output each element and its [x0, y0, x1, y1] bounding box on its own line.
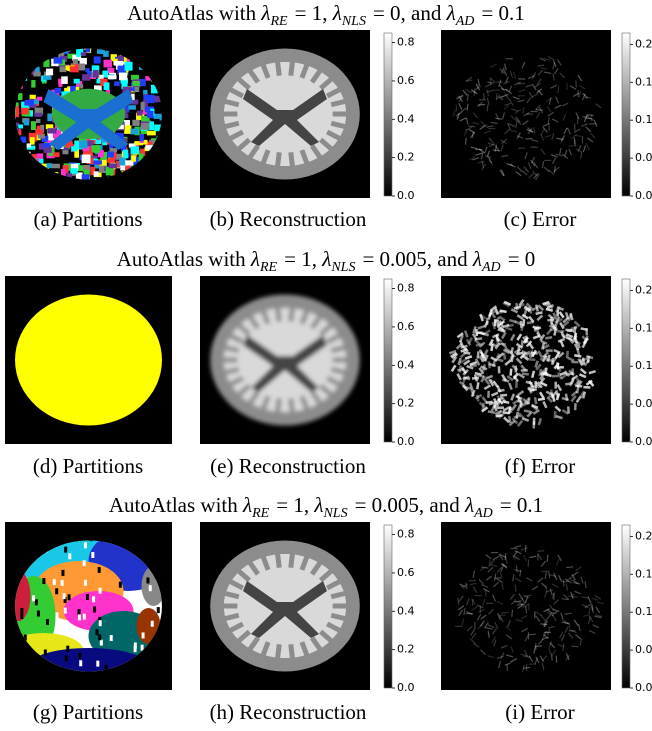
colorbar: [384, 525, 392, 688]
colorbar: [384, 279, 392, 442]
colorbar-label: 0.20: [635, 283, 652, 296]
colorbar-label: 0.4: [397, 604, 415, 617]
colorbar-label: 0.4: [397, 358, 415, 371]
title-subscript: NLS: [322, 506, 347, 521]
colorbar-label: 0.8: [397, 36, 415, 49]
colorbar-label: 0.05: [635, 151, 652, 164]
title-symbol: λ: [446, 1, 456, 25]
title-text: AutoAtlas with: [127, 1, 261, 25]
caption: (g) Partitions: [33, 700, 143, 724]
title-subscript: AD: [473, 506, 493, 521]
colorbar-label: 0.20: [635, 529, 652, 542]
title-text: AutoAtlas with: [109, 493, 243, 517]
title-symbol: λ: [472, 247, 482, 271]
colorbar-label: 0.10: [635, 359, 652, 372]
colorbar-label: 0.2: [397, 643, 415, 656]
colorbar-label: 0.0: [397, 435, 415, 448]
title-text: = 1,: [289, 1, 332, 25]
colorbar-label: 0.00: [635, 189, 652, 202]
caption: (i) Error: [505, 700, 574, 724]
panel: [200, 276, 370, 444]
caption: (a) Partitions: [33, 207, 142, 231]
title-symbol: λ: [464, 493, 474, 517]
title-text: = 1,: [279, 247, 322, 271]
title-text: = 0.1: [476, 1, 525, 25]
caption: (d) Partitions: [33, 454, 143, 478]
colorbar: [622, 33, 630, 196]
colorbar-label: 0.8: [397, 528, 415, 541]
colorbar-label: 0.00: [635, 435, 652, 448]
title-symbol: λ: [250, 247, 260, 271]
caption: (c) Error: [504, 207, 577, 231]
title-symbol: λ: [313, 493, 323, 517]
colorbar-label: 0.20: [635, 37, 652, 50]
title-subscript: RE: [259, 260, 278, 275]
brain-reconstruction: [210, 540, 360, 671]
colorbar: [384, 33, 392, 196]
title-text: AutoAtlas with: [117, 247, 251, 271]
title-symbol: λ: [321, 247, 331, 271]
title-subscript: NLS: [330, 260, 355, 275]
title-symbol: λ: [242, 493, 252, 517]
row-title: AutoAtlas with λRE = 1, λNLS = 0.005, an…: [117, 247, 536, 275]
panel: [5, 30, 181, 205]
title-text: = 1,: [271, 493, 314, 517]
colorbar-label: 0.8: [397, 282, 415, 295]
colorbar-label: 0.00: [635, 681, 652, 694]
title-text: = 0.005, and: [357, 247, 473, 271]
title-subscript: RE: [270, 14, 289, 29]
title-text: = 0, and: [368, 1, 447, 25]
caption: (b) Reconstruction: [210, 207, 367, 231]
title-symbol: λ: [260, 1, 270, 25]
panel: [441, 276, 611, 444]
colorbar-label: 0.6: [397, 566, 415, 579]
row-title: AutoAtlas with λRE = 1, λNLS = 0, and λA…: [127, 1, 525, 29]
brain-reconstruction: [210, 48, 360, 179]
panel: [0, 522, 173, 694]
colorbar-label: 0.15: [635, 567, 652, 580]
colorbar-label: 0.15: [635, 321, 652, 334]
brain-reconstruction: [210, 294, 360, 425]
colorbar-label: 0.0: [397, 681, 415, 694]
title-subscript: AD: [455, 14, 475, 29]
title-subscript: AD: [481, 260, 501, 275]
colorbar-label: 0.10: [635, 113, 652, 126]
colorbar-label: 0.0: [397, 189, 415, 202]
caption: (f) Error: [505, 454, 576, 478]
panel: [5, 276, 172, 444]
panel: [441, 522, 611, 690]
colorbar-label: 0.4: [397, 112, 415, 125]
title-text: = 0: [502, 247, 535, 271]
title-symbol: λ: [332, 1, 342, 25]
colorbar-label: 0.6: [397, 320, 415, 333]
colorbar-label: 0.2: [397, 151, 415, 164]
title-text: = 0.005, and: [349, 493, 465, 517]
title-subscript: NLS: [341, 14, 366, 29]
colorbar-label: 0.05: [635, 397, 652, 410]
colorbar-label: 0.10: [635, 605, 652, 618]
title-subscript: RE: [251, 506, 270, 521]
row-title: AutoAtlas with λRE = 1, λNLS = 0.005, an…: [109, 493, 543, 521]
colorbar: [622, 525, 630, 688]
title-text: = 0.1: [495, 493, 544, 517]
panel: [441, 30, 611, 198]
colorbar-label: 0.05: [635, 643, 652, 656]
colorbar-label: 0.15: [635, 75, 652, 88]
figure: AutoAtlas with λRE = 1, λNLS = 0, and λA…: [0, 0, 652, 731]
colorbar: [622, 279, 630, 442]
panel: [200, 522, 370, 690]
colorbar-label: 0.6: [397, 74, 415, 87]
caption: (h) Reconstruction: [210, 700, 367, 724]
colorbar-label: 0.2: [397, 397, 415, 410]
caption: (e) Reconstruction: [210, 454, 366, 478]
panel: [200, 30, 370, 198]
